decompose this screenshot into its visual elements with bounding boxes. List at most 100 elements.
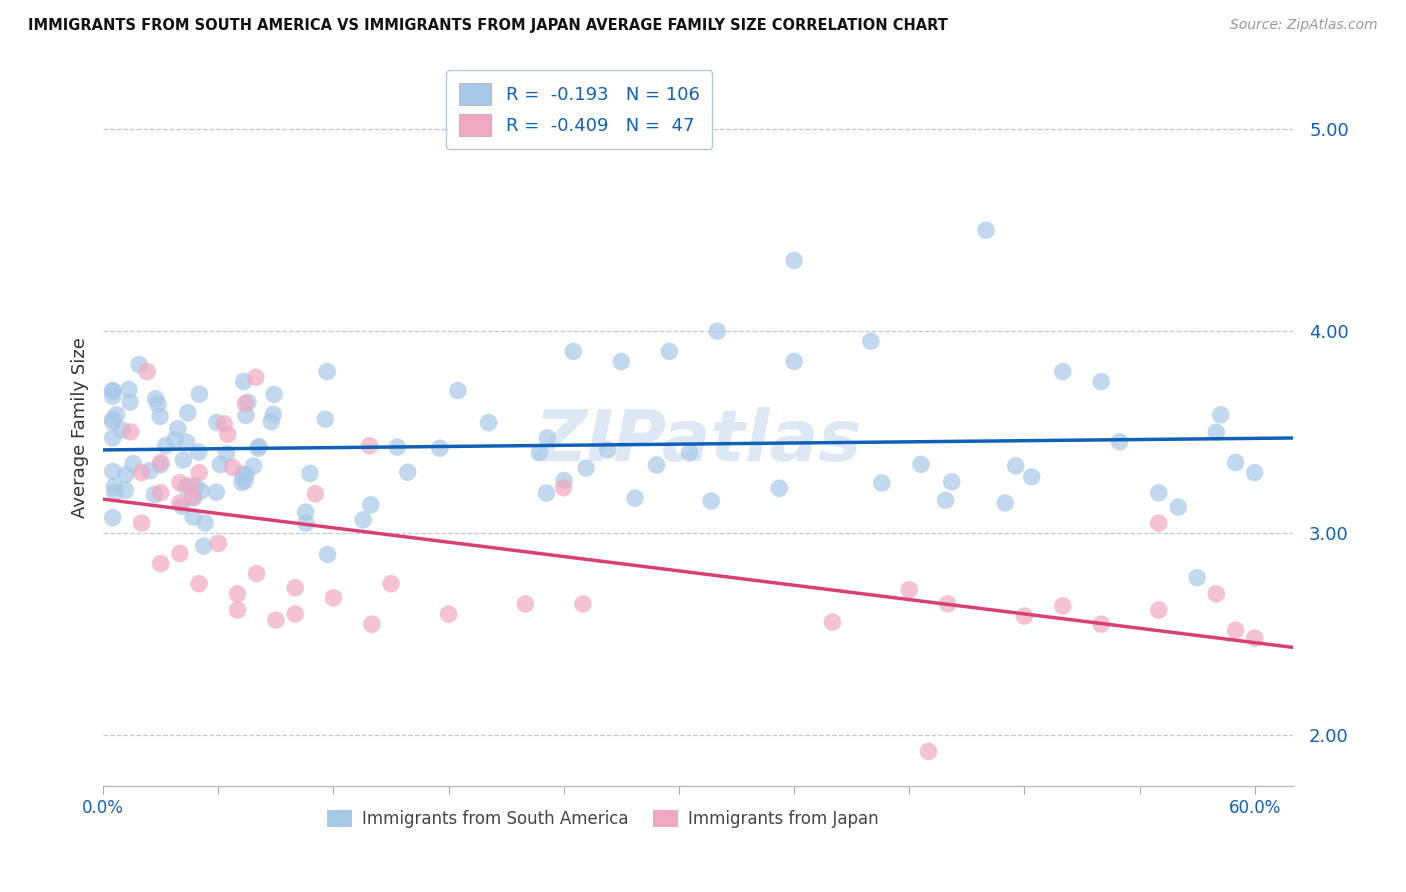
Point <box>706 324 728 338</box>
Point <box>188 576 211 591</box>
Point <box>139 464 162 478</box>
Point <box>264 613 287 627</box>
Point <box>114 483 136 498</box>
Point <box>245 370 267 384</box>
Point <box>145 392 167 406</box>
Point <box>101 465 124 479</box>
Point <box>231 475 253 490</box>
Point <box>1205 425 1227 440</box>
Point <box>1014 609 1036 624</box>
Point <box>1243 466 1265 480</box>
Point <box>821 615 844 629</box>
Point <box>181 490 204 504</box>
Point <box>935 493 957 508</box>
Point <box>610 354 633 368</box>
Point <box>183 491 205 505</box>
Point <box>1209 408 1232 422</box>
Point <box>180 479 202 493</box>
Point <box>105 408 128 422</box>
Point <box>575 461 598 475</box>
Point <box>1021 470 1043 484</box>
Point <box>936 597 959 611</box>
Point <box>553 474 575 488</box>
Point <box>247 441 270 455</box>
Point <box>263 387 285 401</box>
Point <box>941 475 963 489</box>
Point <box>898 582 921 597</box>
Point <box>176 435 198 450</box>
Point <box>437 607 460 621</box>
Point <box>387 440 409 454</box>
Point <box>169 475 191 490</box>
Point <box>155 439 177 453</box>
Point <box>1225 624 1247 638</box>
Point <box>360 498 382 512</box>
Point <box>359 439 381 453</box>
Point <box>118 383 141 397</box>
Point <box>1185 571 1208 585</box>
Text: IMMIGRANTS FROM SOUTH AMERICA VS IMMIGRANTS FROM JAPAN AVERAGE FAMILY SIZE CORRE: IMMIGRANTS FROM SOUTH AMERICA VS IMMIGRA… <box>28 18 948 33</box>
Point <box>284 607 307 621</box>
Point <box>284 581 307 595</box>
Point <box>298 467 321 481</box>
Point <box>177 406 200 420</box>
Point <box>170 499 193 513</box>
Point <box>1167 500 1189 514</box>
Point <box>1243 632 1265 646</box>
Point <box>1108 434 1130 449</box>
Point <box>233 474 256 488</box>
Point <box>1090 617 1112 632</box>
Point <box>226 587 249 601</box>
Point <box>783 354 806 368</box>
Text: Source: ZipAtlas.com: Source: ZipAtlas.com <box>1230 18 1378 32</box>
Point <box>1004 458 1026 473</box>
Y-axis label: Average Family Size: Average Family Size <box>72 336 89 517</box>
Point <box>1147 485 1170 500</box>
Point <box>562 344 585 359</box>
Point <box>188 466 211 480</box>
Point <box>184 479 207 493</box>
Point <box>226 603 249 617</box>
Point <box>131 516 153 530</box>
Point <box>205 485 228 500</box>
Point <box>103 480 125 494</box>
Point <box>215 447 238 461</box>
Point <box>316 548 339 562</box>
Point <box>429 441 451 455</box>
Point <box>242 458 264 473</box>
Text: ZIPatlas: ZIPatlas <box>534 407 862 476</box>
Point <box>101 384 124 398</box>
Point <box>1052 599 1074 613</box>
Point <box>169 496 191 510</box>
Point <box>114 467 136 482</box>
Point <box>209 458 232 472</box>
Point <box>859 334 882 349</box>
Point <box>515 597 537 611</box>
Point <box>678 446 700 460</box>
Point <box>149 456 172 470</box>
Point <box>221 460 243 475</box>
Point <box>380 576 402 591</box>
Point <box>136 365 159 379</box>
Point <box>1090 375 1112 389</box>
Point <box>1052 365 1074 379</box>
Point <box>172 453 194 467</box>
Point <box>260 415 283 429</box>
Point <box>246 566 269 581</box>
Point <box>295 516 318 531</box>
Point <box>217 427 239 442</box>
Point <box>360 617 382 632</box>
Legend: Immigrants from South America, Immigrants from Japan: Immigrants from South America, Immigrant… <box>321 804 886 835</box>
Point <box>194 516 217 530</box>
Point <box>101 384 124 398</box>
Point <box>596 442 619 457</box>
Point <box>122 457 145 471</box>
Point <box>166 421 188 435</box>
Point <box>396 465 419 479</box>
Point <box>205 416 228 430</box>
Point <box>235 409 257 423</box>
Point <box>235 396 257 410</box>
Point <box>700 494 723 508</box>
Point <box>143 487 166 501</box>
Point <box>146 397 169 411</box>
